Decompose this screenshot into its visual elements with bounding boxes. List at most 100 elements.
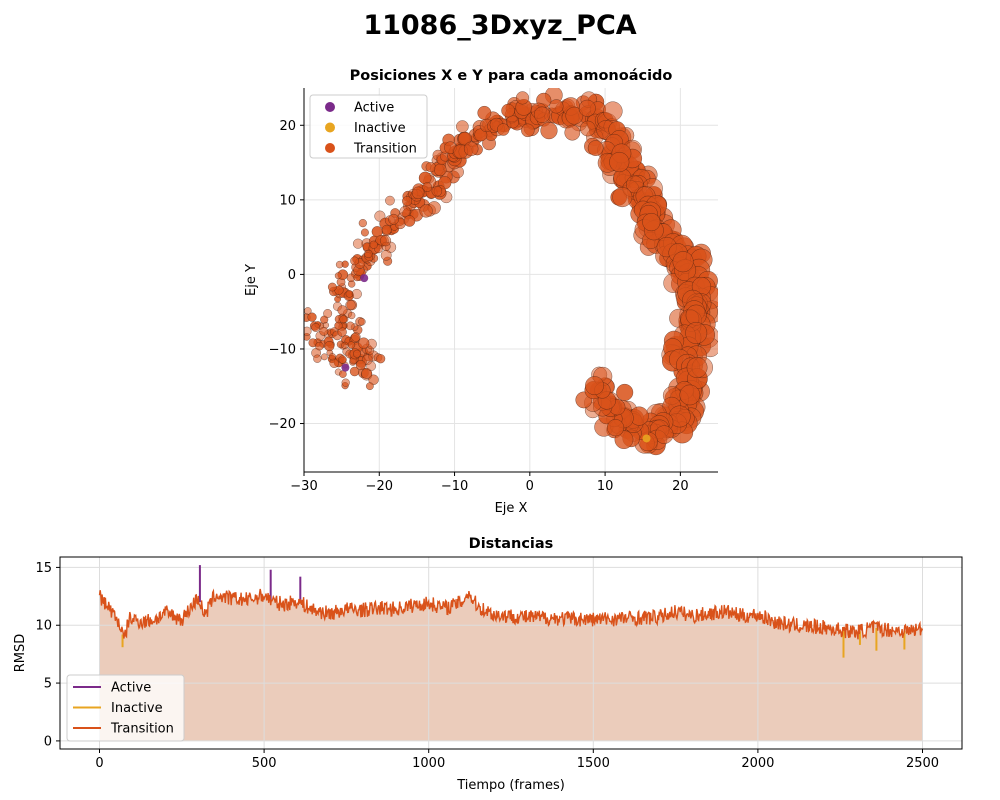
line-ytick-label: 15 (35, 561, 52, 576)
transition-point (642, 213, 661, 232)
line-xtick-label: 2000 (741, 756, 774, 771)
transition-point (304, 307, 312, 315)
active-point (360, 274, 369, 283)
legend-label-active: Active (354, 101, 394, 116)
scatter-xtick-label: 0 (526, 479, 534, 494)
line-xtick-label: 1500 (577, 756, 610, 771)
transition-point (587, 140, 604, 156)
transition-point (365, 346, 375, 355)
transition-point (399, 205, 411, 218)
transition-point (654, 425, 674, 444)
transition-point (347, 341, 356, 349)
line-title: Distancias (469, 536, 554, 552)
transition-point (338, 355, 347, 364)
line-legend-box (66, 674, 185, 742)
transition-point (497, 123, 510, 136)
transition-point (456, 120, 469, 133)
line-ylabel: RMSD (13, 634, 28, 673)
transition-point (319, 326, 329, 336)
transition-point (579, 120, 596, 137)
scatter-xtick-label: 10 (597, 479, 614, 494)
line-axes-frame (59, 556, 963, 750)
legend-label-transition: Transition (353, 142, 417, 157)
transition-point (361, 367, 373, 379)
transition-point (345, 299, 356, 311)
transition-point (358, 337, 370, 349)
transition-point (381, 224, 392, 235)
line-ytick-label: 5 (44, 677, 52, 692)
transition-point (353, 349, 361, 358)
transition-point (358, 219, 367, 228)
transition-point (418, 171, 432, 185)
transition-point (327, 282, 337, 292)
transition-point (328, 353, 336, 361)
legend-marker-active (325, 102, 335, 112)
transition-point (685, 322, 708, 344)
line-legend-label-active: Active (111, 681, 151, 696)
transition-point (315, 341, 324, 351)
transition-point (388, 213, 399, 225)
transition-point (422, 182, 433, 192)
transition-point (337, 305, 348, 316)
scatter-ytick-label: 20 (279, 119, 296, 134)
scatter-panel: −30 −20 −10 0 10 20 −20 −10 0 10 20 Posiciones X e … (244, 68, 718, 516)
transition-point (379, 235, 392, 247)
line-xlabel: Tiempo (frames) (456, 778, 565, 793)
transition-point (686, 357, 708, 378)
transition-point (341, 341, 349, 349)
transition-point (345, 290, 354, 298)
line-ytick-label: 0 (44, 734, 52, 749)
line-xtick-label: 500 (252, 756, 277, 771)
transition-line (98, 588, 924, 640)
transition-point (578, 99, 596, 117)
transition-point (336, 340, 345, 349)
transition-point (334, 295, 341, 303)
legend-marker-inactive (325, 122, 335, 133)
transition-point (355, 360, 366, 371)
transition-point (350, 256, 359, 266)
rmsd-area-fill (99, 589, 923, 741)
transition-point (411, 186, 425, 200)
scatter-ytick-label: −20 (269, 417, 296, 432)
transition-point (311, 323, 321, 332)
transition-point (323, 309, 333, 318)
transition-point (431, 185, 443, 197)
active-point (341, 363, 350, 372)
transition-point (433, 163, 447, 177)
line-legend: Active Inactive Transition (66, 674, 185, 742)
line-xtick-label: 2500 (906, 756, 939, 771)
legend-marker-transition (325, 143, 335, 153)
transition-point (477, 105, 492, 120)
scatter-xtick-label: 20 (672, 479, 689, 494)
transition-point (341, 378, 350, 387)
transition-point (364, 249, 373, 259)
transition-point (515, 91, 530, 105)
transition-point (533, 106, 551, 123)
scatter-xtick-label: −20 (366, 479, 393, 494)
line-xtick-label: 1000 (412, 756, 445, 771)
transition-point (351, 332, 361, 342)
transition-point (402, 196, 413, 207)
transition-point (603, 101, 623, 121)
transition-point (369, 240, 378, 249)
line-ytick-label: 10 (35, 619, 52, 634)
transition-point (616, 383, 634, 401)
transition-point (313, 354, 322, 363)
scatter-title: Posiciones X e Y para cada amonoácido (350, 68, 673, 84)
scatter-legend-box (309, 94, 428, 159)
transition-point (549, 99, 564, 114)
transition-point (320, 353, 328, 361)
transition-point (419, 204, 433, 218)
transition-point (606, 419, 625, 437)
scatter-xtick-label: −10 (441, 479, 468, 494)
transition-point (540, 122, 558, 140)
transition-point (585, 376, 604, 396)
transition-point (380, 249, 392, 261)
transition-point (365, 382, 374, 391)
transition-point (348, 311, 356, 320)
scatter-ytick-label: 0 (288, 268, 296, 283)
transition-point (324, 341, 335, 352)
scatter-legend: Active Inactive Transition (309, 94, 428, 159)
